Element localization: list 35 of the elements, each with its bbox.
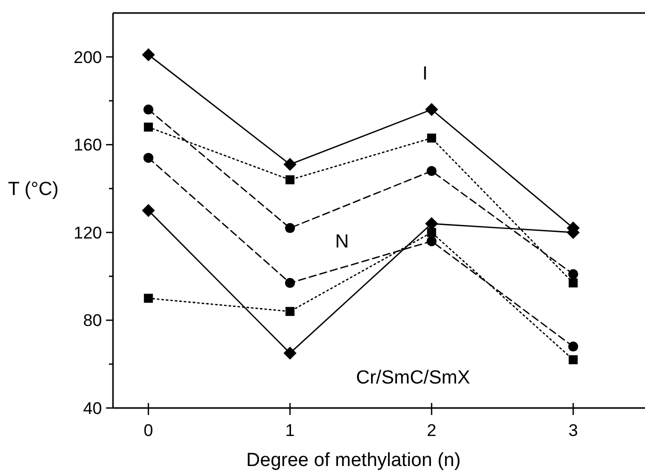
annotation: I [422, 64, 428, 85]
point [427, 228, 436, 237]
point [285, 278, 295, 288]
point [568, 269, 578, 280]
point [568, 278, 578, 288]
point [285, 223, 295, 234]
point [284, 158, 296, 171]
point [142, 204, 155, 217]
point [286, 175, 294, 184]
x-tick-label: 0 [144, 421, 154, 440]
y-tick-label: 160 [74, 136, 102, 155]
x-axis-title: Degree of methylation (n) [246, 450, 461, 471]
point [143, 152, 154, 163]
annotation: Cr/SmC/SmX [356, 368, 470, 389]
point [284, 346, 296, 360]
annotation: N [335, 232, 349, 253]
x-tick-label: 2 [426, 421, 436, 440]
y-tick-label: 120 [74, 223, 102, 242]
point [426, 236, 437, 246]
point [427, 134, 436, 143]
point [568, 355, 578, 364]
x-tick-label: 1 [285, 421, 295, 440]
y-tick-label: 200 [74, 48, 102, 67]
point [144, 122, 153, 132]
y-axis-title: T (°C) [8, 179, 59, 200]
point [426, 166, 437, 176]
point [144, 294, 153, 303]
point [142, 48, 155, 62]
point [286, 306, 294, 316]
point [568, 342, 578, 352]
point [425, 103, 438, 116]
y-tick-label: 40 [83, 398, 102, 418]
point [143, 104, 154, 115]
x-tick-label: 3 [568, 421, 578, 440]
y-tick-label: 80 [83, 311, 102, 330]
